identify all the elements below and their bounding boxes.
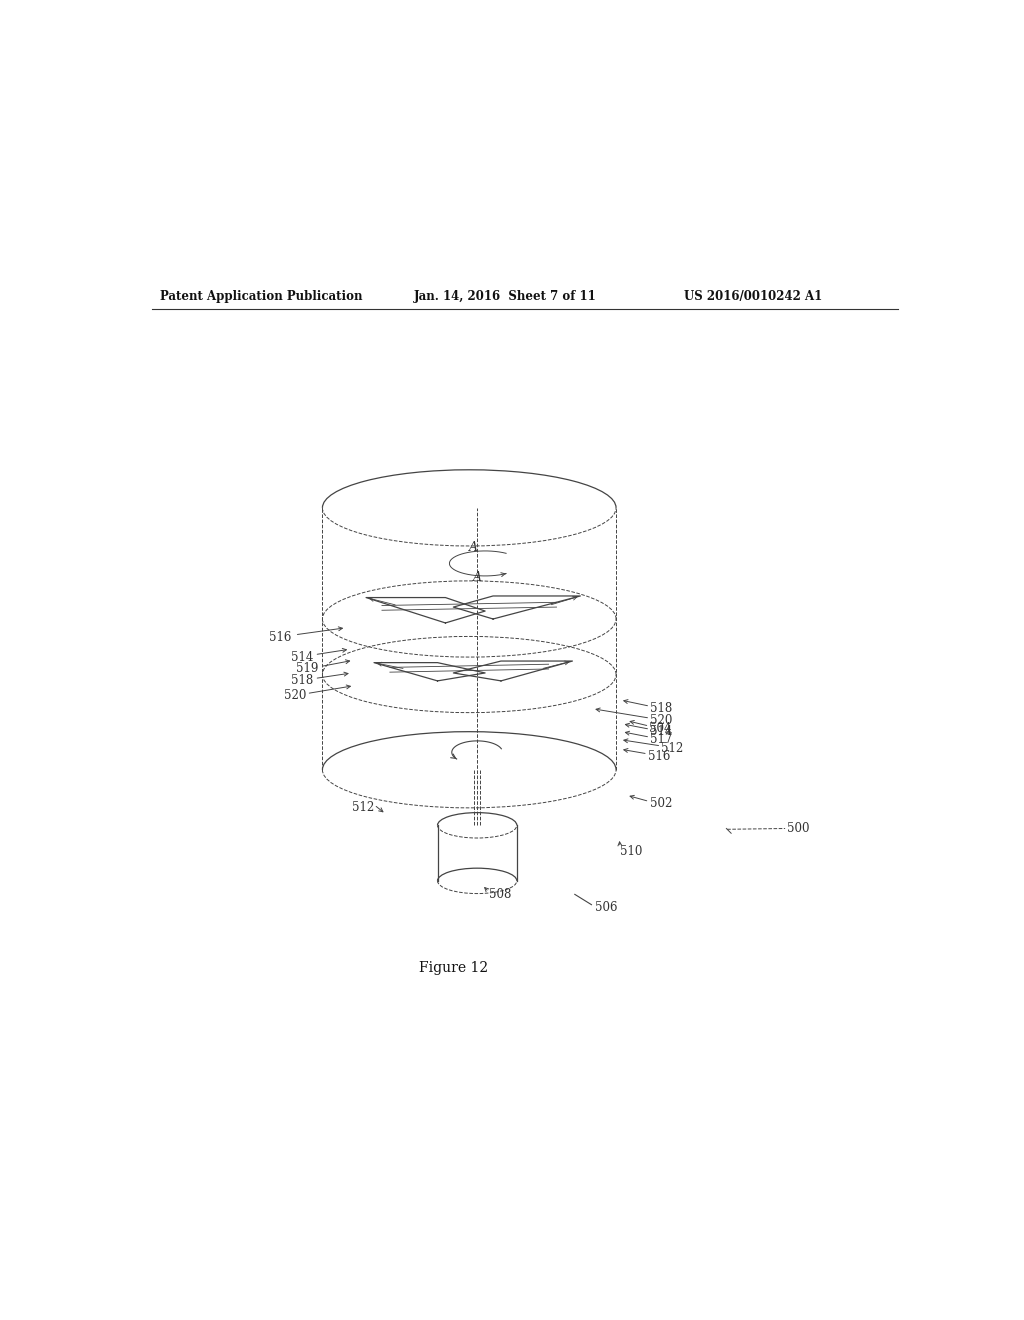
Text: 518: 518: [650, 702, 673, 715]
Text: 519: 519: [296, 663, 318, 676]
Text: A: A: [469, 541, 478, 554]
Text: 514: 514: [650, 725, 673, 738]
Text: Patent Application Publication: Patent Application Publication: [160, 290, 362, 304]
Text: 512: 512: [352, 800, 374, 813]
Text: US 2016/0010242 A1: US 2016/0010242 A1: [684, 290, 822, 304]
Text: 512: 512: [662, 742, 684, 755]
Text: 520: 520: [650, 714, 673, 727]
Text: 516: 516: [648, 750, 670, 763]
Text: 504: 504: [649, 722, 672, 735]
Text: Figure 12: Figure 12: [419, 961, 488, 975]
Text: 518: 518: [291, 675, 313, 688]
Text: 514: 514: [291, 651, 313, 664]
Text: 500: 500: [786, 822, 809, 836]
Text: 510: 510: [620, 845, 642, 858]
Text: 508: 508: [489, 888, 511, 900]
Text: A: A: [473, 572, 481, 585]
Text: 506: 506: [595, 902, 617, 915]
Text: 517: 517: [650, 733, 673, 746]
Text: 516: 516: [269, 631, 292, 644]
Text: 520: 520: [284, 689, 306, 702]
Text: Jan. 14, 2016  Sheet 7 of 11: Jan. 14, 2016 Sheet 7 of 11: [414, 290, 596, 304]
Text: 502: 502: [650, 797, 673, 810]
